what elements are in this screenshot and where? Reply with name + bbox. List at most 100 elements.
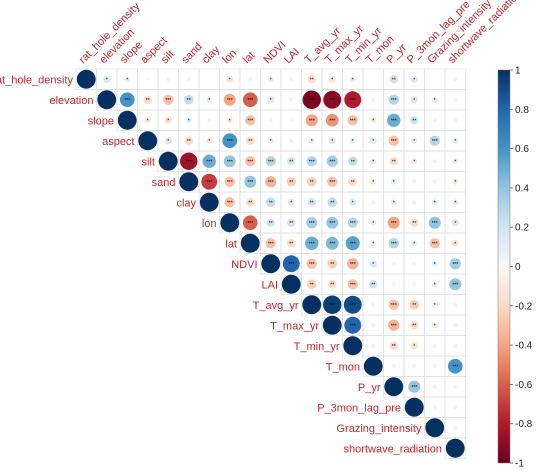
significance-mark: * [372,139,374,145]
correlation-circle [370,219,377,226]
significance-mark: * [331,139,333,145]
correlation-circle [429,135,440,146]
significance-mark: ** [269,221,273,227]
significance-mark: * [454,180,456,186]
correlation-circle [388,94,399,105]
row-label: aspect [102,136,134,148]
correlation-circle [206,96,213,103]
correlation-circle [289,77,294,82]
correlation-circle [143,95,152,104]
column-label: sand [179,41,204,66]
correlation-circle [432,159,437,164]
correlation-circle [371,323,376,328]
correlation-circle [289,118,293,122]
significance-mark: ** [351,180,355,186]
correlation-circle [431,260,438,267]
colorbar-tick-label: 0.8 [515,105,529,116]
significance-mark: *** [268,180,274,186]
column-label: clay [200,43,223,66]
significance-mark: *** [309,159,315,165]
colorbar-tick-label: -0.2 [515,301,533,312]
correlation-circle [431,281,438,288]
correlation-circle [432,364,437,369]
significance-mark: ** [187,98,191,104]
correlation-circle [390,199,397,206]
correlation-circle [451,239,459,247]
correlation-circle [431,199,438,206]
correlation-circle [449,278,462,291]
correlation-circle [429,238,440,249]
correlation-circle [265,176,277,188]
significance-mark: *** [309,118,315,124]
correlation-circle [328,137,336,145]
correlation-circle [349,76,356,83]
significance-mark: *** [350,221,356,227]
significance-mark: *** [329,98,335,104]
grid-cell [424,68,446,90]
correlation-circle [449,258,461,270]
correlation-circle [390,178,397,185]
significance-mark: ** [248,200,252,206]
correlation-circle [103,75,111,83]
correlation-circle [325,236,339,250]
correlation-circle [452,199,459,206]
correlation-circle [180,152,198,170]
significance-mark: ** [146,98,150,104]
correlation-circle [371,343,376,348]
significance-mark: * [413,77,415,83]
significance-mark: * [372,159,374,165]
row-label: LAI [261,279,278,291]
correlation-circle [411,240,418,247]
correlation-circle [307,279,317,289]
correlation-circle [207,118,212,123]
correlation-circle [323,90,342,109]
significance-mark: * [393,200,395,206]
correlation-circle [371,302,376,307]
correlation-circle [391,282,396,287]
significance-mark: *** [165,98,171,104]
correlation-circle [240,233,260,253]
significance-mark: * [147,118,149,124]
correlation-circle [343,336,363,356]
correlation-circle [327,197,337,207]
row-label: elevation [49,95,93,107]
correlation-circle [266,218,275,227]
correlation-circle [453,384,458,389]
significance-mark: *** [329,303,335,309]
correlation-circle [287,198,295,206]
correlation-circle [97,90,117,110]
significance-mark: *** [206,159,212,165]
correlation-circle [220,213,240,233]
correlation-circle [391,261,396,266]
correlation-circle [326,155,338,167]
colorbar-tick-label: 0.4 [515,183,529,194]
correlation-circle [389,75,398,84]
correlation-circle [322,315,342,335]
correlation-circle [224,176,235,187]
significance-mark: * [352,77,354,83]
correlation-circle [186,77,191,82]
correlation-circle [345,236,360,251]
significance-mark: * [208,139,210,145]
correlation-circle [117,110,137,130]
column-label: lon [220,47,239,66]
correlation-circle [388,135,399,146]
significance-mark: *** [268,159,274,165]
significance-mark: *** [247,118,253,124]
significance-mark: * [434,303,436,309]
significance-mark: *** [309,241,315,247]
significance-mark: * [229,118,231,124]
correlation-circle [391,364,396,369]
correlation-circle [344,91,362,109]
significance-mark: *** [247,221,253,227]
significance-mark: *** [329,221,335,227]
correlation-circle [308,137,315,144]
significance-mark: * [454,139,456,145]
significance-mark: *** [452,262,458,268]
significance-mark: * [372,118,374,124]
significance-mark: *** [227,180,233,186]
correlation-circle [389,157,398,166]
correlation-circle [432,384,437,389]
correlation-circle [371,97,376,102]
